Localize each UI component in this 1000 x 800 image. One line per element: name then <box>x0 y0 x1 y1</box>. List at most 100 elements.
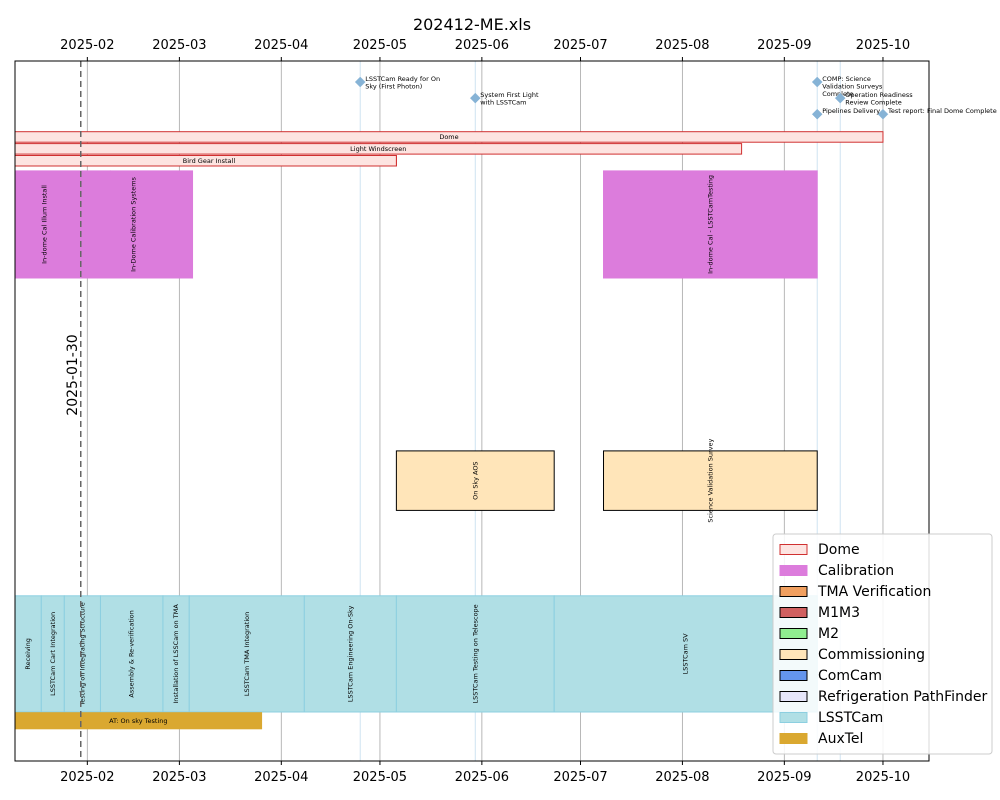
legend-item-auxtel: AuxTel <box>779 731 863 747</box>
task-assembly-re-verification: Assembly & Re-verification <box>99 595 164 713</box>
chart-title: 202412-ME.xls <box>413 15 531 34</box>
milestone-label-system-first-light-with-lsstcam: System First Light with LSSTCam <box>480 91 539 107</box>
task-label-assembly-re-verification: Assembly & Re-verification <box>128 610 136 697</box>
legend-swatch-calibration <box>779 565 808 576</box>
legend-label-comcam: ComCam <box>818 668 882 684</box>
tick-label-bottom-2025-02: 2025-02 <box>60 770 114 785</box>
milestone-test-report-final-dome-complete: Test report: Final Dome Complete <box>877 107 997 120</box>
reference-line: 2025-01-30 <box>65 61 82 761</box>
task-bar-lsstcam-testing-on-telescope <box>395 595 555 713</box>
legend-label-refrigeration-pathfinder: Refrigeration PathFinder <box>818 689 987 705</box>
task-lsstcam-engineering-on-sky: LSSTCam Engineering On-Sky <box>303 595 397 713</box>
x-axis-ticks: 2025-02 2025-02 2025-03 2025-03 2025-04 2025-… <box>60 38 910 785</box>
task-label-receiving: Receiving <box>24 638 32 670</box>
task-bar-science-validation-survey <box>603 450 818 511</box>
task-on-sky-aos: On Sky AOS <box>395 450 555 511</box>
legend-swatch-tma-verification <box>779 586 808 597</box>
milestones: LSSTCam Ready for On Sky (First Photon) Sy… <box>354 75 997 120</box>
tick-label-top-2025-09: 2025-09 <box>757 38 811 53</box>
legend-label-auxtel: AuxTel <box>818 731 863 747</box>
legend-swatch-m2 <box>779 628 808 639</box>
task-bar-lsstcam-tma-integration <box>188 595 305 713</box>
task-science-validation-survey: Science Validation Survey <box>603 438 818 523</box>
milestone-marker-lsstcam-ready-for-on-sky-first-photon <box>354 76 366 88</box>
task-receiving: Receiving <box>14 595 42 713</box>
task-label-in-dome-cal-illum-install: In-dome Cal Illum Install <box>41 185 49 264</box>
tick-label-top-2025-08: 2025-08 <box>655 38 709 53</box>
tick-label-top-2025-04: 2025-04 <box>254 38 308 53</box>
task-label-at-on-sky-testing: AT: On sky Testing <box>109 717 167 725</box>
tick-label-bottom-2025-03: 2025-03 <box>152 770 206 785</box>
legend-item-tma-verification: TMA Verification <box>779 584 931 600</box>
legend-swatch-comcam <box>779 670 808 681</box>
tick-label-top-2025-07: 2025-07 <box>553 38 607 53</box>
task-at-on-sky-testing: AT: On sky Testing <box>14 712 263 730</box>
legend-label-lsstcam: LSSTCam <box>818 710 883 726</box>
task-label-lsstcam-tma-integration: LSSTCam TMA Integration <box>243 612 251 696</box>
tick-label-bottom-2025-04: 2025-04 <box>254 770 308 785</box>
tick-label-top-2025-05: 2025-05 <box>353 38 407 53</box>
legend-item-calibration: Calibration <box>779 563 894 579</box>
task-bar-in-dome-calibration-systems <box>109 170 194 279</box>
legend-item-lsstcam: LSSTCam <box>779 710 883 726</box>
tick-label-top-2025-03: 2025-03 <box>152 38 206 53</box>
task-label-lsstcam-cart-integration: LSSTCam Cart Integration <box>49 612 57 696</box>
task-bird-gear-install: Bird Gear Install <box>14 155 397 167</box>
tick-label-bottom-2025-06: 2025-06 <box>455 770 509 785</box>
task-label-lsstcam-engineering-on-sky: LSSTCam Engineering On-Sky <box>346 605 354 702</box>
task-label-testing-on-integrating-structure: Testing on Integrating Structure <box>78 602 86 706</box>
milestone-label-test-report-final-dome-complete: Test report: Final Dome Complete <box>887 107 997 115</box>
tick-label-top-2025-02: 2025-02 <box>60 38 114 53</box>
task-bar-installation-of-lsscam-on-tma <box>162 595 190 713</box>
task-label-lsstcam-testing-on-telescope: LSSTCam Testing on Telescope <box>471 604 479 703</box>
milestone-label-pipelines-delivery: Pipelines Delivery <box>822 107 880 115</box>
tick-label-top-2025-06: 2025-06 <box>455 38 509 53</box>
task-bar-lsstcam-engineering-on-sky <box>303 595 397 713</box>
task-label-on-sky-aos: On Sky AOS <box>471 461 479 499</box>
tick-label-bottom-2025-05: 2025-05 <box>353 770 407 785</box>
milestone-label-comp-science-validation-surveys-complete: COMP: Science Validation Surveys Complete <box>822 75 883 98</box>
task-bar-on-sky-aos <box>395 450 555 511</box>
legend-swatch-refrigeration-pathfinder <box>779 691 808 702</box>
task-label-science-validation-survey: Science Validation Survey <box>706 438 714 522</box>
task-lsstcam-testing-on-telescope: LSSTCam Testing on Telescope <box>395 595 555 713</box>
milestone-lsstcam-ready-for-on-sky-first-photon: LSSTCam Ready for On Sky (First Photon) <box>354 75 440 91</box>
task-bar-assembly-re-verification <box>99 595 164 713</box>
legend-swatch-m1m3 <box>779 607 808 618</box>
task-testing-on-integrating-structure: Testing on Integrating Structure <box>63 595 101 713</box>
tick-label-bottom-2025-09: 2025-09 <box>757 770 811 785</box>
milestone-label-lsstcam-ready-for-on-sky-first-photon: LSSTCam Ready for On Sky (First Photon) <box>365 75 440 91</box>
task-label-bird-gear-install: Bird Gear Install <box>183 157 236 165</box>
legend-swatch-lsstcam <box>779 712 808 723</box>
legend-label-m2: M2 <box>818 626 839 642</box>
milestone-marker-test-report-final-dome-complete <box>877 108 889 120</box>
legend-item-m2: M2 <box>779 626 839 642</box>
task-installation-of-lsscam-on-tma: Installation of LSSCam on TMA <box>162 595 190 713</box>
task-bar-in-dome-cal-illum-install <box>14 170 111 279</box>
task-bar-testing-on-integrating-structure <box>63 595 101 713</box>
legend-box <box>772 533 993 755</box>
milestone-marker-system-first-light-with-lsstcam <box>469 92 481 104</box>
legend-swatch-dome <box>779 544 808 555</box>
milestone-label-operation-readiness-review-complete: Operation Readiness Review Complete <box>845 91 913 107</box>
legend-item-commissioning: Commissioning <box>779 647 925 663</box>
legend-item-dome: Dome <box>779 542 860 558</box>
legend-label-tma-verification: TMA Verification <box>817 584 931 600</box>
milestone-marker-operation-readiness-review-complete <box>834 92 846 104</box>
milestone-comp-science-validation-surveys-complete: COMP: Science Validation Surveys Complete <box>811 75 883 98</box>
task-label-dome: Dome <box>439 133 458 141</box>
task-light-windscreen: Light Windscreen <box>14 143 743 155</box>
task-lsstcam-cart-integration: LSSTCam Cart Integration <box>40 595 65 713</box>
milestone-operation-readiness-review-complete: Operation Readiness Review Complete <box>834 91 913 107</box>
task-in-dome-cal-lsstcamtesting: In-dome Cal - LSSTCamTesting <box>603 170 818 279</box>
plot-frame <box>14 60 930 762</box>
legend-label-commissioning: Commissioning <box>818 647 925 663</box>
task-in-dome-cal-illum-install: In-dome Cal Illum Install <box>14 170 111 279</box>
task-label-lsstcam-sv: LSSTCam SV <box>682 633 690 675</box>
tick-label-bottom-2025-10: 2025-10 <box>856 770 910 785</box>
milestone-system-first-light-with-lsstcam: System First Light with LSSTCam <box>469 91 539 107</box>
legend-item-m1m3: M1M3 <box>779 605 860 621</box>
legend-label-calibration: Calibration <box>818 563 894 579</box>
task-label-in-dome-cal-lsstcamtesting: In-dome Cal - LSSTCamTesting <box>706 175 714 274</box>
